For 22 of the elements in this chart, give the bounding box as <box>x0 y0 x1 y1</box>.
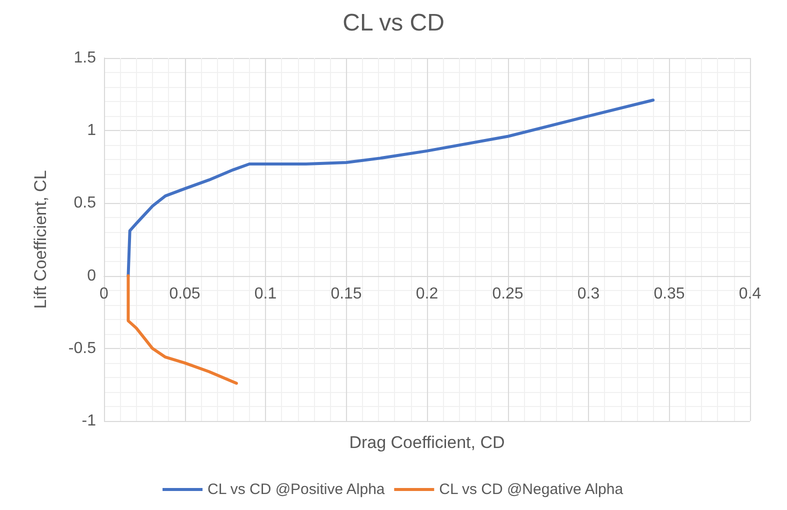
x-tick-label: 0.15 <box>330 285 362 302</box>
x-tick-label: 0.25 <box>492 285 524 302</box>
y-axis-title: Lift Coefficient, CL <box>31 170 50 309</box>
y-tick-label: 0.5 <box>74 194 96 212</box>
x-tick-label: 0.35 <box>654 285 685 302</box>
x-tick-label: 0.2 <box>416 285 438 302</box>
legend-label: CL vs CD @Negative Alpha <box>439 481 624 498</box>
y-tick-label: -1 <box>82 412 96 430</box>
x-tick-label: 0.05 <box>169 285 200 302</box>
legend-label: CL vs CD @Positive Alpha <box>208 481 386 498</box>
y-tick-label: 1.5 <box>74 50 96 66</box>
chart-title: CL vs CD <box>342 10 444 36</box>
x-tick-label: 0.1 <box>254 285 277 302</box>
y-tick-label: -0.5 <box>68 340 96 357</box>
x-tick-label: 0 <box>100 285 109 302</box>
x-axis-title: Drag Coefficient, CD <box>349 432 505 452</box>
x-tick-label: 0.3 <box>577 285 600 302</box>
y-tick-label: 0 <box>87 267 96 284</box>
line-series <box>126 98 655 278</box>
y-tick-label: 1 <box>87 122 96 140</box>
x-tick-label: 0.4 <box>738 285 762 302</box>
line-series <box>126 274 238 385</box>
